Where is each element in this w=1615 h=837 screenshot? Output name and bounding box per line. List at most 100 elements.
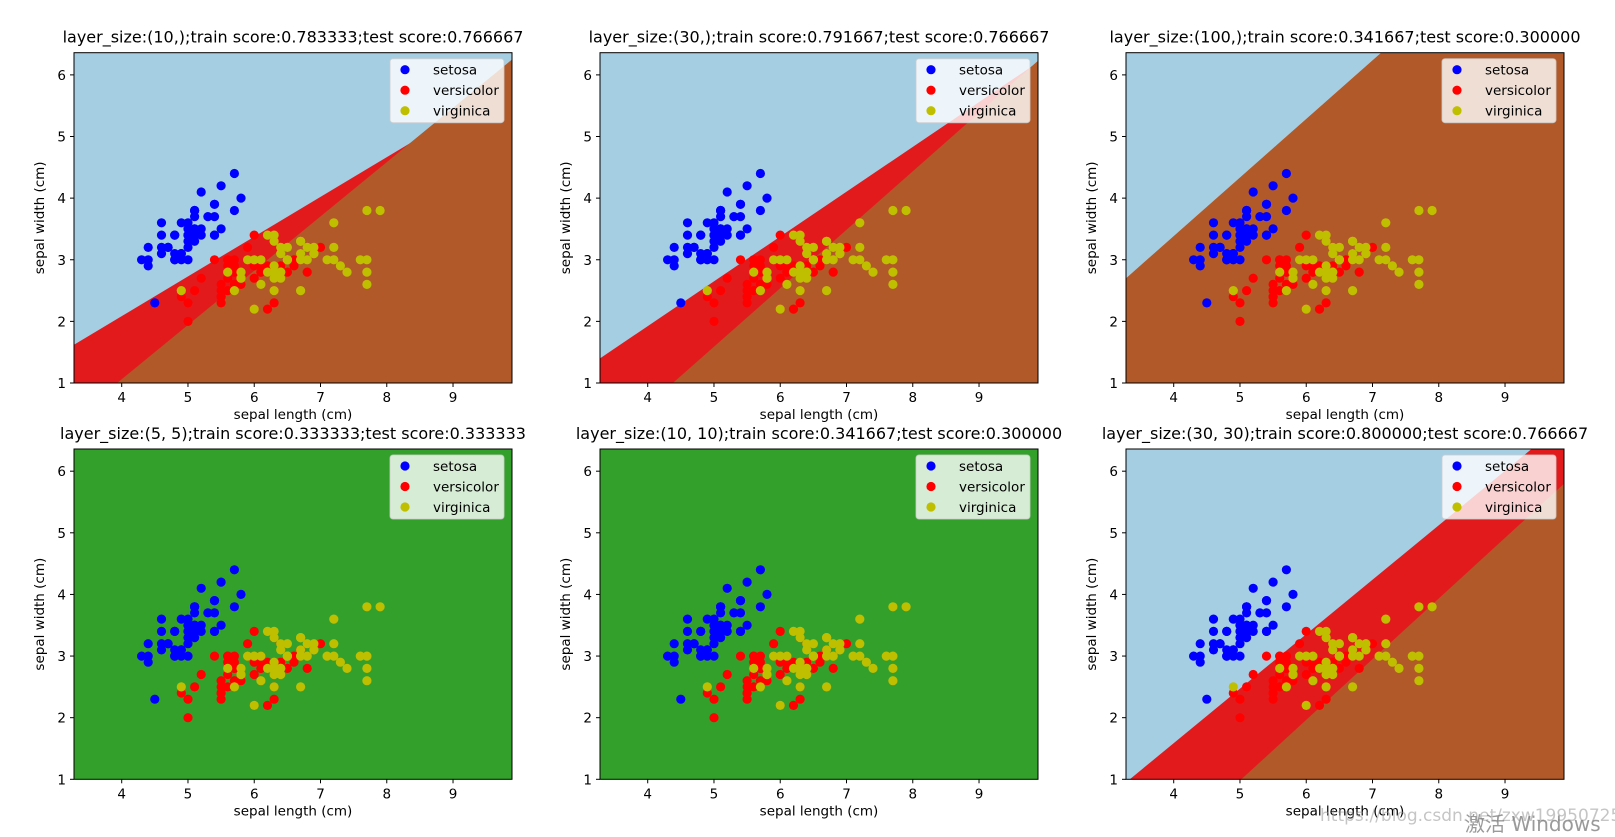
point-virginica [262,663,273,674]
point-versicolor [749,651,759,661]
x-tick-label: 8 [1434,390,1443,406]
point-virginica [322,255,332,265]
point-setosa [1242,626,1252,637]
x-tick-label: 9 [975,786,984,802]
point-versicolor [788,304,799,314]
point-virginica [302,255,312,265]
point-virginica [362,279,372,289]
x-tick-label: 8 [908,390,917,406]
point-setosa [1248,583,1258,593]
y-tick-label: 6 [583,68,592,84]
point-setosa [190,626,200,637]
legend-marker-virginica [400,502,410,512]
point-virginica [702,682,712,692]
point-setosa [1228,249,1238,259]
point-setosa [682,626,693,637]
point-versicolor [709,694,719,704]
y-tick-label: 6 [1109,68,1118,84]
point-setosa [696,255,706,265]
y-tick-label: 2 [57,711,66,727]
point-virginica [749,663,759,674]
point-virginica [835,249,845,259]
x-tick-label: 9 [449,786,458,802]
point-virginica [296,651,306,661]
point-setosa [1195,255,1205,265]
point-virginica [1348,633,1358,643]
x-tick-label: 6 [1302,786,1311,802]
point-setosa [1235,224,1245,234]
point-virginica [822,651,832,661]
point-setosa [1268,181,1278,191]
point-versicolor [1261,651,1272,661]
point-setosa [176,249,186,259]
point-setosa [742,577,752,587]
point-virginica [176,682,186,692]
point-virginica [808,255,819,265]
point-virginica [296,255,306,265]
point-versicolor [716,682,726,692]
point-setosa [183,255,193,265]
y-tick-label: 4 [583,587,592,603]
point-virginica [1314,267,1325,277]
subplot-title: layer_size:(30,);train score:0.791667;te… [589,28,1050,48]
y-axis-label: sepal width (cm) [1084,161,1100,274]
point-virginica [1374,651,1384,661]
legend-marker-virginica [926,502,936,512]
point-versicolor [775,273,785,283]
point-versicolor [183,298,193,308]
point-setosa [722,187,732,197]
point-versicolor [1242,286,1252,296]
point-virginica [1381,242,1391,252]
series-virginica [1228,205,1437,314]
x-tick-label: 8 [908,786,917,802]
point-virginica [329,639,339,649]
point-virginica [1334,242,1344,252]
point-virginica [362,663,372,674]
point-setosa [190,602,200,612]
point-versicolor [1301,626,1311,637]
point-virginica [236,273,246,283]
point-versicolor [1261,255,1272,265]
legend-label-setosa: setosa [433,459,477,475]
point-versicolor [815,255,825,265]
y-axis-label: sepal width (cm) [32,558,48,671]
point-virginica [176,286,186,296]
series-virginica [176,602,385,711]
point-virginica [329,651,339,661]
point-virginica [1348,651,1358,661]
point-virginica [362,205,372,216]
point-setosa [676,298,686,308]
point-setosa [709,651,719,661]
point-versicolor [315,242,326,252]
y-tick-label: 4 [1109,587,1118,603]
plot-area: setosa versicolor virginica [1126,52,1564,383]
x-tick-label: 7 [1368,390,1377,406]
point-virginica [282,255,292,265]
point-versicolor [1301,669,1311,680]
point-virginica [1414,255,1424,265]
point-setosa [203,212,213,222]
point-virginica [795,682,805,692]
series-setosa [137,168,246,308]
y-tick-label: 1 [583,772,592,788]
subplot-title: layer_size:(100,);train score:0.341667;t… [1109,28,1580,48]
point-versicolor [196,273,206,283]
point-setosa [682,614,693,624]
point-virginica [1301,651,1311,661]
point-virginica [362,602,372,612]
point-setosa [702,614,712,624]
point-virginica [322,651,332,661]
x-tick-label: 6 [250,786,259,802]
legend-box [1441,58,1557,124]
legend-marker-virginica [926,106,936,116]
legend-box [915,454,1031,520]
point-setosa [1288,589,1298,600]
point-virginica [1348,255,1358,265]
point-versicolor [1268,676,1278,686]
point-setosa [196,187,206,197]
point-setosa [1242,602,1252,612]
point-setosa [209,230,220,240]
point-virginica [808,639,819,649]
point-versicolor [1301,273,1311,283]
